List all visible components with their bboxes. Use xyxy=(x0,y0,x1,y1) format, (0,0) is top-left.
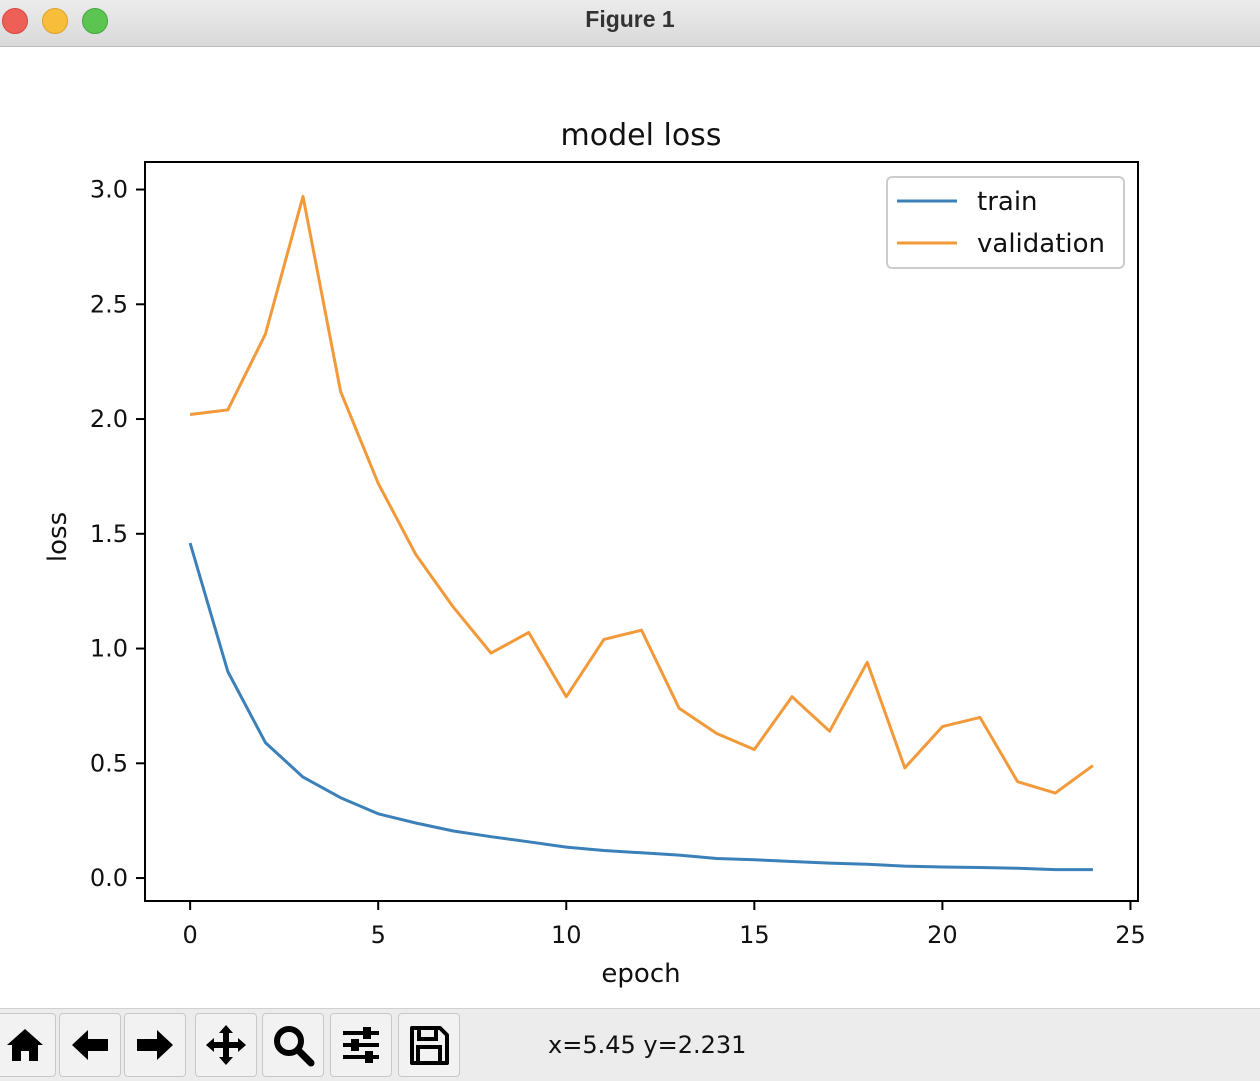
save-button[interactable] xyxy=(398,1013,460,1077)
loss-chart: model loss 0 5 10 15 20 25 0.0 0.5 1.0 1.5 2.0 2.5… xyxy=(43,118,1146,989)
window-titlebar: Figure 1 xyxy=(0,0,1260,47)
y-axis-label: loss xyxy=(43,512,73,562)
home-icon xyxy=(7,1029,43,1061)
arrow-left-icon xyxy=(72,1030,108,1060)
x-tick-label: 0 xyxy=(182,921,197,949)
minimize-window-button[interactable] xyxy=(42,8,68,34)
maximize-window-button[interactable] xyxy=(82,8,108,34)
y-tick-label: 1.5 xyxy=(90,520,128,548)
forward-button[interactable] xyxy=(124,1013,186,1077)
x-tick-label: 10 xyxy=(551,921,582,949)
x-axis-label: epoch xyxy=(601,959,680,989)
series-line-validation xyxy=(189,194,1094,795)
sliders-icon xyxy=(343,1027,379,1063)
cursor-coordinates: x=5.45 y=2.231 xyxy=(548,1031,747,1059)
x-tick-label: 20 xyxy=(927,921,958,949)
configure-subplots-button[interactable] xyxy=(330,1013,392,1077)
y-tick-label: 0.0 xyxy=(90,864,128,892)
legend-label-train: train xyxy=(977,187,1038,217)
y-tick-label: 1.0 xyxy=(90,635,128,663)
floppy-disk-icon xyxy=(410,1026,449,1065)
navigation-toolbar: x=5.45 y=2.231 xyxy=(0,1008,1260,1081)
y-tick-label: 3.0 xyxy=(90,176,128,204)
x-tick-label: 15 xyxy=(739,921,770,949)
magnifier-icon xyxy=(274,1026,315,1067)
x-tick-label: 5 xyxy=(371,921,386,949)
legend-label-validation: validation xyxy=(977,229,1105,259)
back-button[interactable] xyxy=(59,1013,121,1077)
series-line-train xyxy=(188,542,1093,872)
home-button[interactable] xyxy=(0,1013,56,1077)
y-tick-label: 2.0 xyxy=(90,405,128,433)
pan-button[interactable] xyxy=(195,1013,257,1077)
zoom-button[interactable] xyxy=(262,1013,324,1077)
move-icon xyxy=(206,1025,246,1065)
chart-title: model loss xyxy=(561,118,722,153)
close-window-button[interactable] xyxy=(2,8,28,34)
y-tick-label: 2.5 xyxy=(90,290,128,318)
window-title: Figure 1 xyxy=(585,6,675,32)
y-tick-label: 0.5 xyxy=(90,749,128,777)
x-tick-label: 25 xyxy=(1115,921,1146,949)
plot-frame xyxy=(144,161,1139,902)
arrow-right-icon xyxy=(137,1030,173,1060)
legend: train validation xyxy=(886,176,1125,269)
